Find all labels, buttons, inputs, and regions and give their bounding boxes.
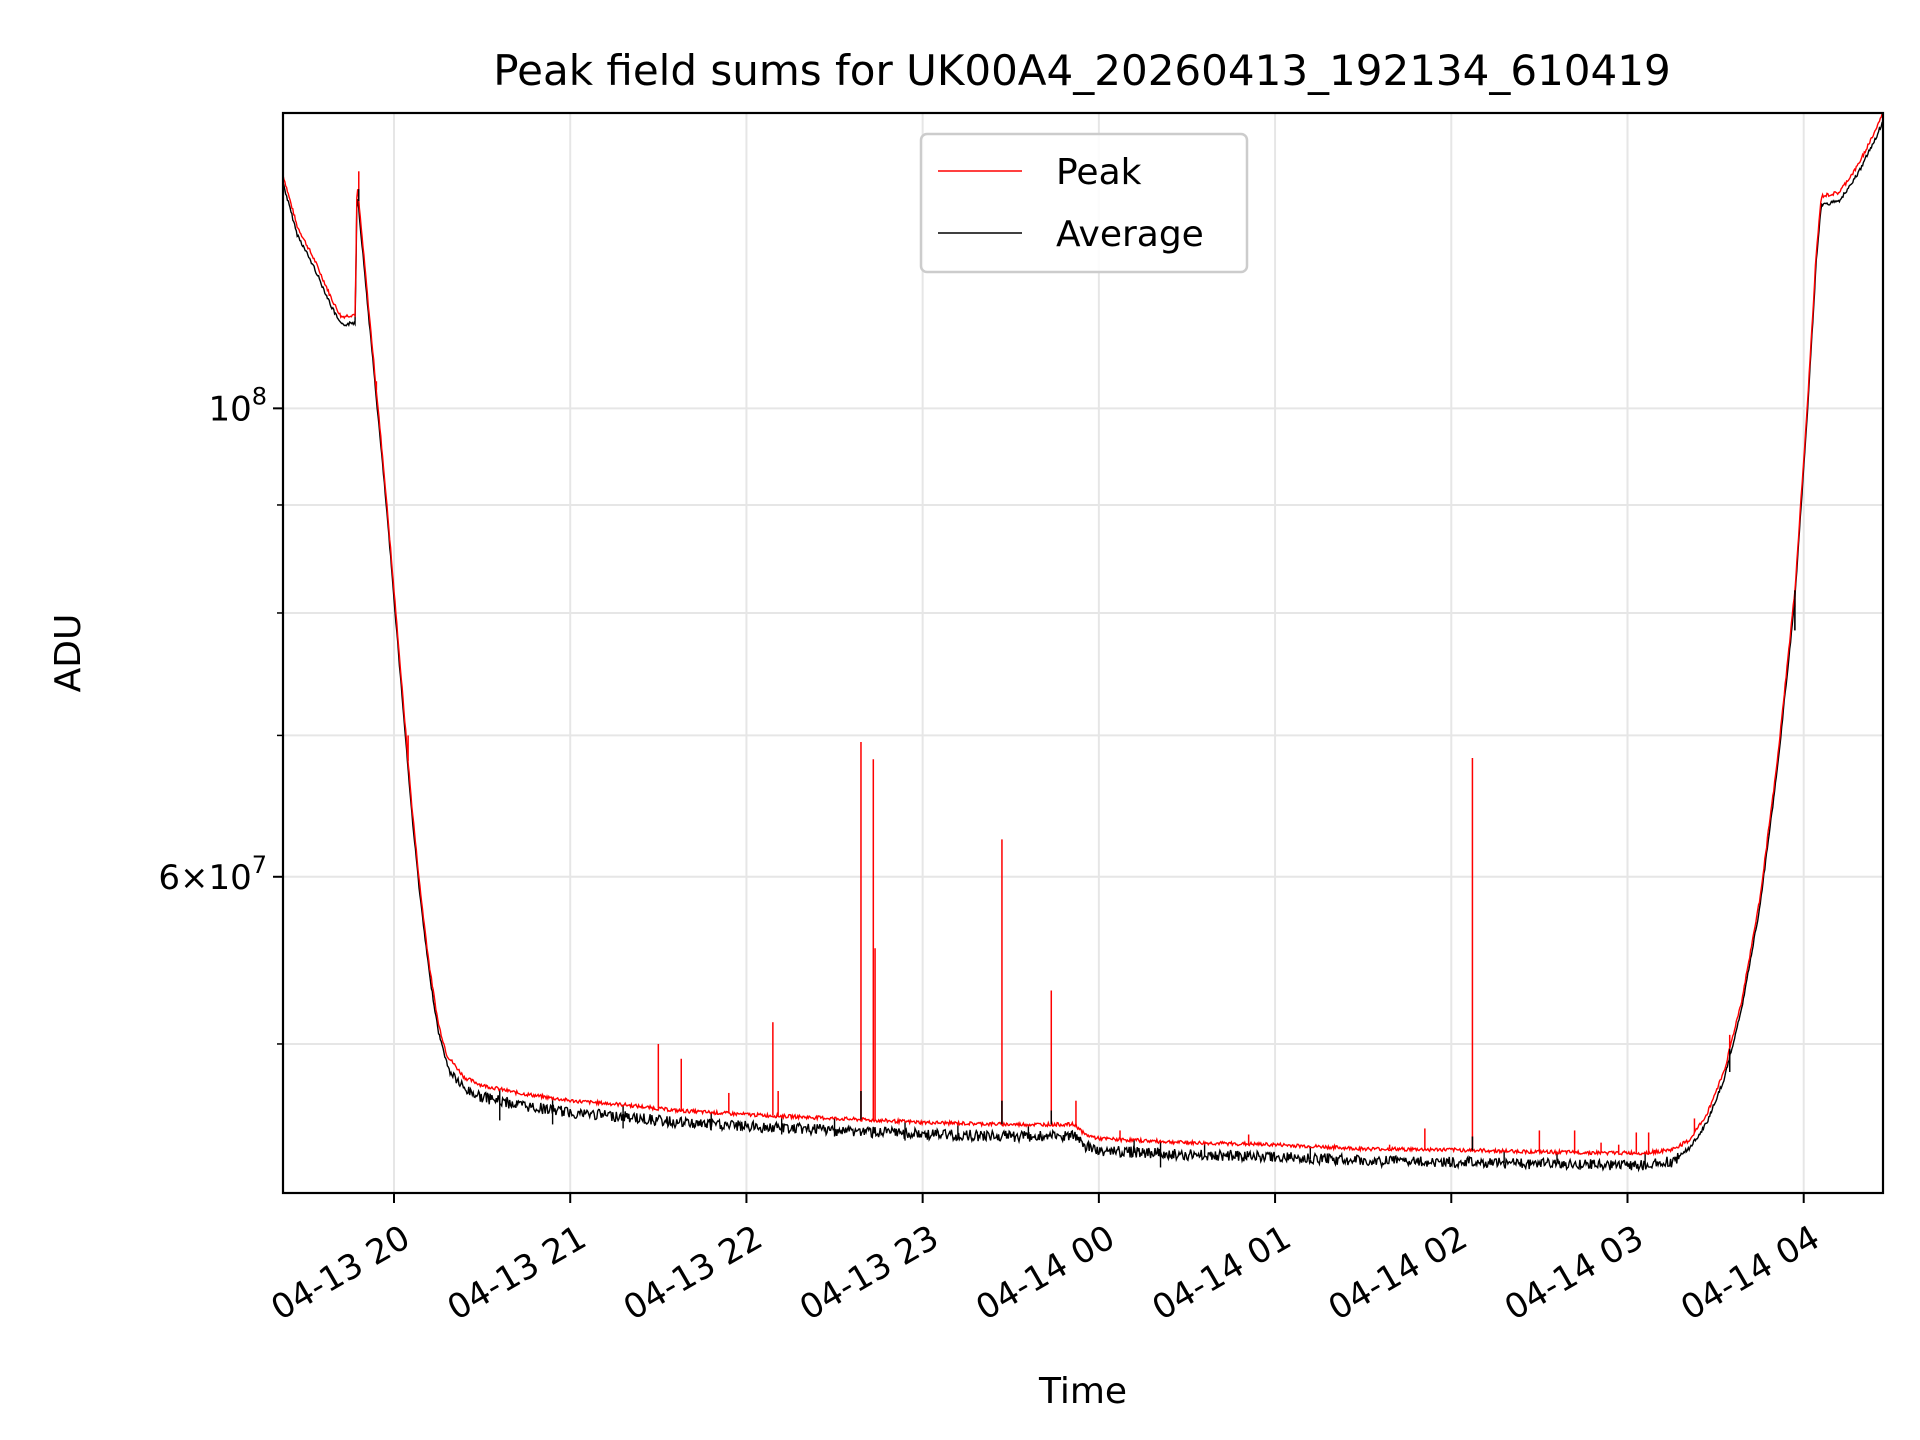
grid [283, 113, 1883, 1193]
x-axis-label: Time [1038, 1371, 1127, 1412]
legend-label-peak: Peak [1056, 152, 1142, 193]
y-axis: 108 6×107 [158, 382, 283, 1045]
y-axis-label: ADU [48, 614, 89, 693]
plot-frame [281, 111, 1885, 1195]
legend-label-average: Average [1056, 214, 1204, 255]
legend: Peak Average [919, 132, 1249, 274]
series-peak-line [282, 112, 1884, 1157]
legend-box [919, 132, 1249, 274]
series-layer [282, 112, 1884, 1173]
y-tick-label: 6×107 [158, 851, 267, 898]
y-tick-label: 108 [208, 382, 267, 429]
series-average-line [282, 120, 1884, 1173]
chart-title: Peak field sums for UK00A4_20260413_1921… [493, 46, 1670, 95]
